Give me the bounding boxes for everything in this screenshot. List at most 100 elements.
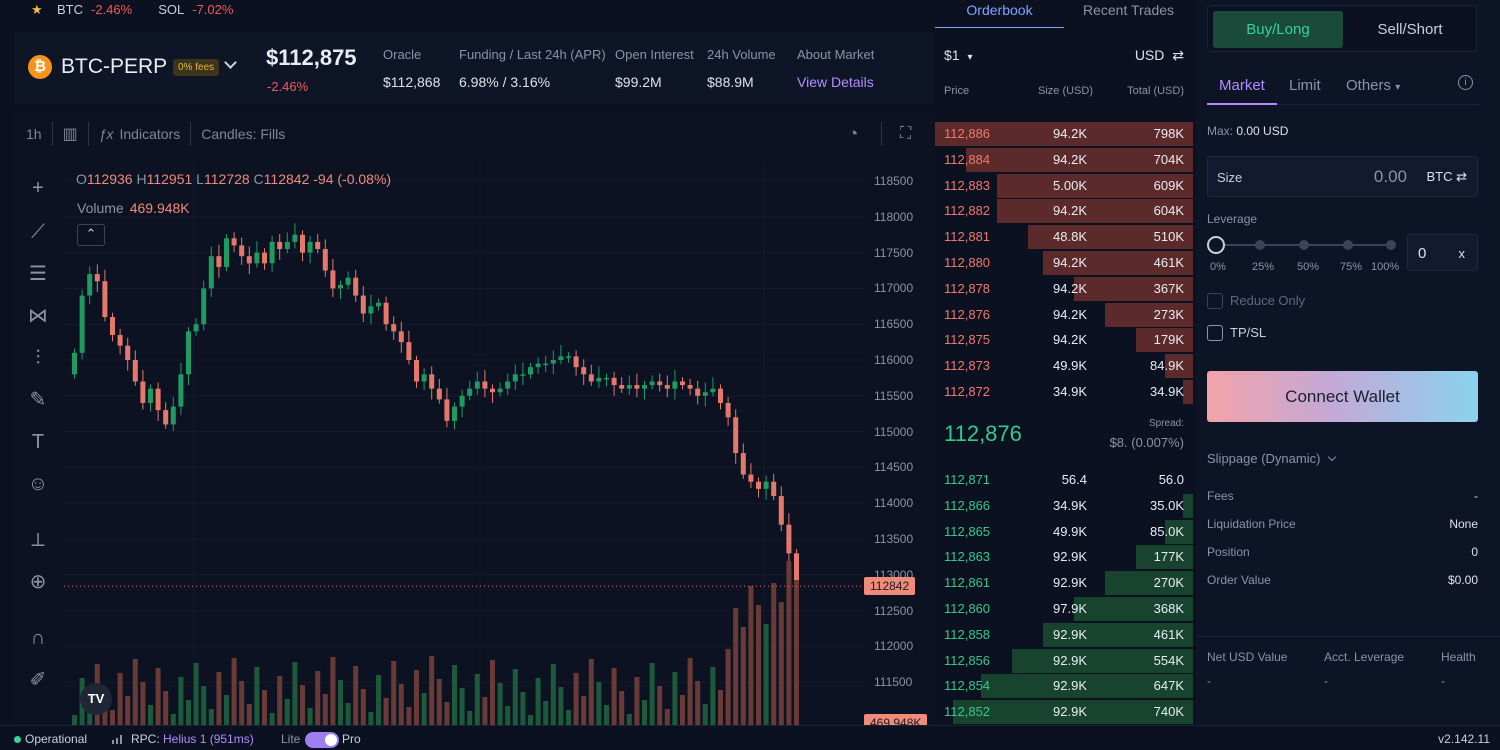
candle-down[interactable] bbox=[657, 381, 663, 386]
candle-up[interactable] bbox=[208, 256, 214, 289]
candle-down[interactable] bbox=[786, 524, 792, 554]
candle-down[interactable] bbox=[436, 388, 442, 400]
ask-row[interactable]: 112,872 34.9K 34.9K bbox=[935, 379, 1193, 404]
candle-up[interactable] bbox=[201, 288, 207, 325]
candle-up[interactable] bbox=[649, 381, 655, 386]
candles-fills-button[interactable]: Candles: Fills bbox=[201, 126, 286, 142]
view-details-link[interactable]: View Details bbox=[797, 74, 874, 90]
candle-up[interactable] bbox=[254, 252, 260, 264]
bid-row[interactable]: 112,852 92.9K 740K bbox=[935, 699, 1193, 725]
tpsl-checkbox[interactable] bbox=[1207, 325, 1223, 341]
candle-down[interactable] bbox=[300, 234, 305, 253]
screenshot-icon[interactable]: ◔ bbox=[848, 124, 859, 143]
candle-down[interactable] bbox=[490, 388, 495, 393]
candle-down[interactable] bbox=[482, 381, 488, 389]
trend-line-icon[interactable]: ⟋ bbox=[31, 221, 45, 243]
candle-up[interactable] bbox=[626, 385, 632, 389]
candle-down[interactable] bbox=[315, 241, 321, 250]
size-unit-toggle[interactable]: BTC ⇄ bbox=[1426, 169, 1467, 185]
bid-row[interactable]: 112,860 97.9K 368K bbox=[935, 596, 1193, 621]
candle-up[interactable] bbox=[178, 374, 184, 407]
candle-up[interactable] bbox=[368, 306, 374, 314]
brush-icon[interactable]: ✎ bbox=[29, 389, 47, 411]
candle-up[interactable] bbox=[421, 374, 427, 382]
candle-down[interactable] bbox=[155, 388, 161, 411]
slider-mark[interactable] bbox=[1386, 240, 1396, 250]
candle-down[interactable] bbox=[748, 474, 754, 482]
candle-down[interactable] bbox=[733, 417, 739, 454]
candle-down[interactable] bbox=[664, 385, 670, 389]
candle-down[interactable] bbox=[588, 374, 594, 382]
indicators-icon[interactable]: ƒx bbox=[98, 126, 114, 142]
candle-down[interactable] bbox=[132, 360, 138, 382]
zoom-in-icon[interactable]: ⊕ bbox=[29, 571, 47, 593]
candle-down[interactable] bbox=[634, 385, 640, 389]
candle-down[interactable] bbox=[140, 381, 146, 403]
candle-up[interactable] bbox=[642, 385, 647, 389]
tab-limit[interactable]: Limit bbox=[1289, 77, 1321, 94]
candle-down[interactable] bbox=[110, 317, 115, 335]
bid-row[interactable]: 112,858 92.9K 461K bbox=[935, 622, 1193, 647]
candle-up[interactable] bbox=[87, 274, 93, 296]
ticker-item[interactable]: BTC -2.46% bbox=[57, 2, 132, 17]
candle-up[interactable] bbox=[558, 356, 564, 360]
ask-row[interactable]: 112,886 94.2K 798K bbox=[935, 121, 1193, 146]
candle-down[interactable] bbox=[444, 399, 450, 421]
candle-up[interactable] bbox=[672, 381, 678, 389]
candle-down[interactable] bbox=[718, 388, 723, 403]
info-icon[interactable]: i bbox=[1458, 75, 1473, 90]
candle-down[interactable] bbox=[163, 410, 169, 425]
candle-down[interactable] bbox=[406, 342, 412, 360]
candle-down[interactable] bbox=[756, 481, 761, 489]
chevron-down-icon[interactable] bbox=[224, 56, 237, 69]
candle-up[interactable] bbox=[292, 234, 298, 242]
candle-down[interactable] bbox=[740, 453, 746, 475]
candle-up[interactable] bbox=[186, 331, 191, 375]
candle-down[interactable] bbox=[353, 277, 359, 296]
market-selector[interactable]: BTC-PERP bbox=[61, 55, 168, 78]
candle-up[interactable] bbox=[566, 356, 571, 358]
candlestick-plot[interactable] bbox=[14, 113, 934, 725]
reduce-only-checkbox[interactable] bbox=[1207, 293, 1223, 309]
bid-row[interactable]: 112,871 56.4 56.0 bbox=[935, 467, 1193, 492]
ruler-icon[interactable]: ⟂ bbox=[31, 529, 45, 551]
collapse-legend-button[interactable]: ⌃ bbox=[77, 224, 105, 246]
leverage-value[interactable]: 0 bbox=[1418, 245, 1427, 262]
candle-up[interactable] bbox=[459, 395, 465, 407]
ask-row[interactable]: 112,873 49.9K 84.9K bbox=[935, 353, 1193, 379]
emoji-icon[interactable]: ☺ bbox=[27, 473, 49, 495]
candle-down[interactable] bbox=[94, 274, 100, 282]
candle-down[interactable] bbox=[231, 238, 237, 246]
candle-down[interactable] bbox=[246, 256, 252, 264]
candle-up[interactable] bbox=[550, 360, 556, 364]
bid-row[interactable]: 112,866 34.9K 35.0K bbox=[935, 493, 1193, 518]
candle-up[interactable] bbox=[497, 388, 503, 393]
candle-up[interactable] bbox=[474, 381, 480, 389]
candle-up[interactable] bbox=[512, 374, 518, 382]
rpc-status[interactable]: RPC: Helius 1 (951ms) bbox=[131, 732, 254, 746]
ask-row[interactable]: 112,875 94.2K 179K bbox=[935, 327, 1193, 353]
ticker-item[interactable]: SOL -7.02% bbox=[158, 2, 233, 17]
candle-down[interactable] bbox=[581, 367, 587, 375]
candle-down[interactable] bbox=[771, 481, 777, 497]
measure-lines-icon[interactable]: ⫶ bbox=[35, 347, 41, 369]
candle-down[interactable] bbox=[414, 360, 419, 382]
tab-recent-trades[interactable]: Recent Trades bbox=[1082, 2, 1175, 18]
candle-up[interactable] bbox=[170, 406, 176, 425]
candle-down[interactable] bbox=[322, 249, 328, 271]
candle-down[interactable] bbox=[619, 385, 625, 389]
candle-down[interactable] bbox=[391, 324, 397, 332]
candle-up[interactable] bbox=[467, 388, 473, 396]
candle-style-icon[interactable]: ▥ bbox=[62, 126, 78, 143]
slider-mark[interactable] bbox=[1343, 240, 1353, 250]
candle-up[interactable] bbox=[345, 277, 351, 285]
ask-row[interactable]: 112,882 94.2K 604K bbox=[935, 198, 1193, 224]
candle-up[interactable] bbox=[307, 241, 313, 253]
crosshair-icon[interactable]: + bbox=[32, 177, 44, 199]
ask-row[interactable]: 112,880 94.2K 461K bbox=[935, 250, 1193, 275]
candle-down[interactable] bbox=[680, 381, 685, 386]
candle-down[interactable] bbox=[262, 252, 267, 264]
candle-up[interactable] bbox=[284, 241, 290, 250]
pattern-icon[interactable]: ⋈ bbox=[28, 305, 48, 327]
candle-up[interactable] bbox=[763, 481, 769, 489]
